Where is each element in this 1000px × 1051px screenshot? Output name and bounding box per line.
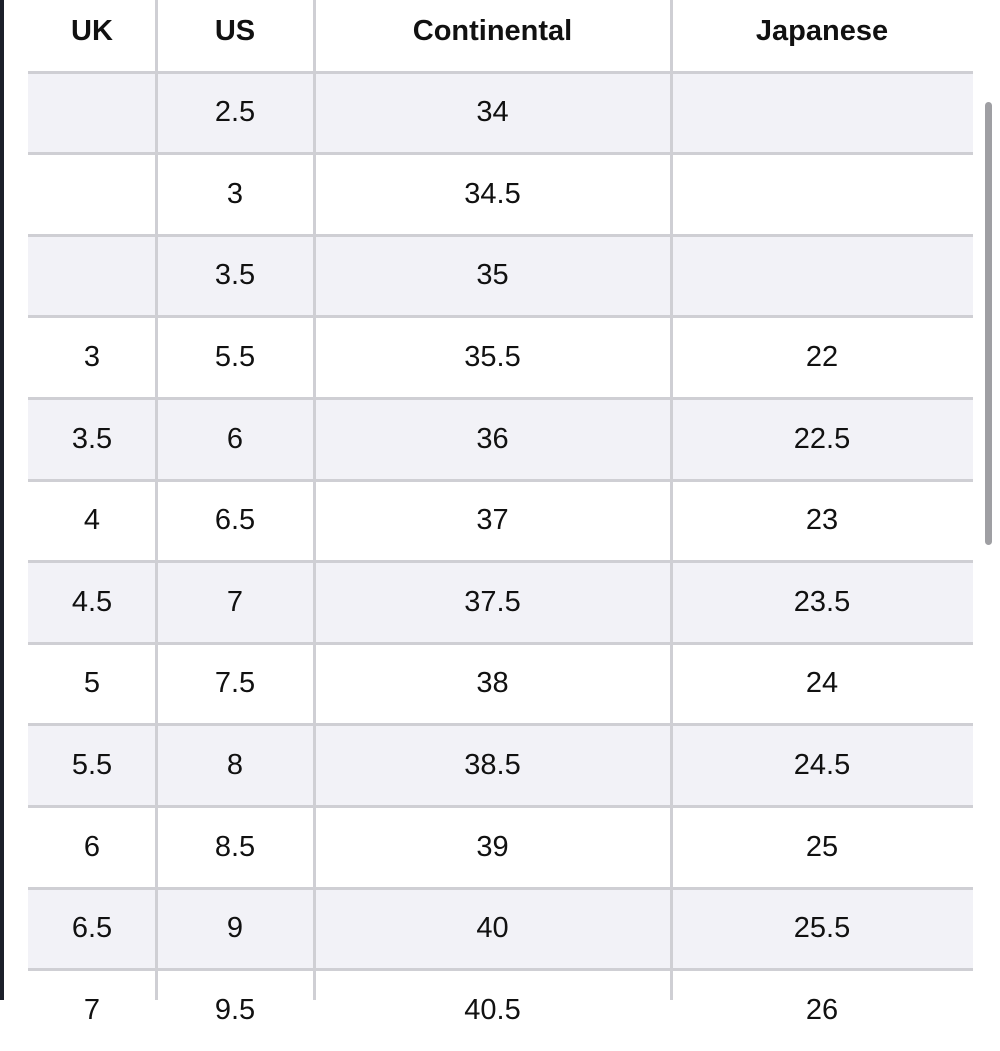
column-header: Continental (412, 14, 573, 47)
table-cell: 3.5 (71, 422, 113, 455)
table-cell: 23.5 (793, 585, 851, 618)
row-divider (28, 723, 973, 727)
row-divider (28, 478, 973, 482)
table-cell: 9.5 (214, 993, 256, 1026)
window-edge (0, 0, 4, 1000)
row-divider (28, 641, 973, 645)
row-shade (28, 724, 973, 807)
table-cell: 35 (476, 259, 509, 292)
table-cell: 37.5 (464, 585, 521, 618)
table-cell: 39 (476, 830, 509, 863)
row-shade (28, 398, 973, 480)
table-cell: 24 (805, 667, 839, 700)
table-cell: 5 (83, 667, 101, 700)
row-shade (28, 72, 973, 154)
table-cell: 8 (226, 749, 244, 782)
column-header: UK (71, 14, 113, 47)
table-cell: 5.5 (71, 749, 113, 782)
table-cell: 36 (476, 422, 509, 455)
row-divider (28, 152, 973, 156)
table-cell: 7.5 (214, 667, 256, 700)
page: {"table": {"header": ["UK", "US", "Conti… (0, 0, 992, 1026)
table-cell: 38 (476, 667, 509, 700)
table-cell: 4.5 (71, 585, 113, 618)
table-cell: 35.5 (464, 341, 521, 374)
table-cell: 26 (805, 993, 839, 1026)
row-divider (28, 968, 973, 972)
row-divider (28, 233, 973, 237)
table-cell: 3.5 (214, 259, 256, 292)
row-divider (28, 560, 973, 564)
table-cell: 7 (83, 993, 101, 1026)
table-cell: 24.5 (793, 749, 851, 782)
table-cell: 3 (226, 177, 244, 210)
table-cell: 3 (83, 341, 101, 374)
table-cell: 6.5 (71, 912, 113, 945)
table-cell: 22.5 (793, 422, 851, 455)
table-cell: 25.5 (793, 912, 851, 945)
table-cell: 34 (476, 96, 509, 129)
table-cell: 38.5 (464, 749, 521, 782)
column-divider (312, 0, 316, 1000)
table-cell: 5.5 (214, 341, 256, 374)
row-divider (28, 804, 973, 808)
table-cell: 4 (83, 504, 101, 537)
row-divider (28, 315, 973, 319)
table-cell: 6 (226, 422, 244, 455)
column-header: Japanese (755, 14, 889, 47)
row-divider (28, 70, 973, 74)
table-cell: 22 (805, 341, 839, 374)
table-cell: 6 (83, 830, 101, 863)
column-divider (669, 0, 673, 1000)
column-header: US (214, 14, 256, 47)
table-cell: 40.5 (464, 993, 521, 1026)
table-cell: 6.5 (214, 504, 256, 537)
row-shade (28, 888, 973, 970)
column-divider (154, 0, 158, 1000)
table-cell: 23 (805, 504, 839, 537)
table-cell: 8.5 (214, 830, 256, 863)
table-cell: 9 (226, 912, 244, 945)
table-cell: 2.5 (214, 96, 256, 129)
table-cell: 40 (476, 912, 509, 945)
table-cell: 34.5 (464, 177, 521, 210)
scrollbar[interactable] (985, 102, 992, 545)
row-shade (28, 235, 973, 317)
table-cell: 7 (226, 585, 244, 618)
table-cell: 37 (476, 504, 509, 537)
table-cell: 25 (805, 830, 839, 863)
row-divider (28, 886, 973, 890)
row-shade (28, 561, 973, 644)
row-divider (28, 396, 973, 400)
